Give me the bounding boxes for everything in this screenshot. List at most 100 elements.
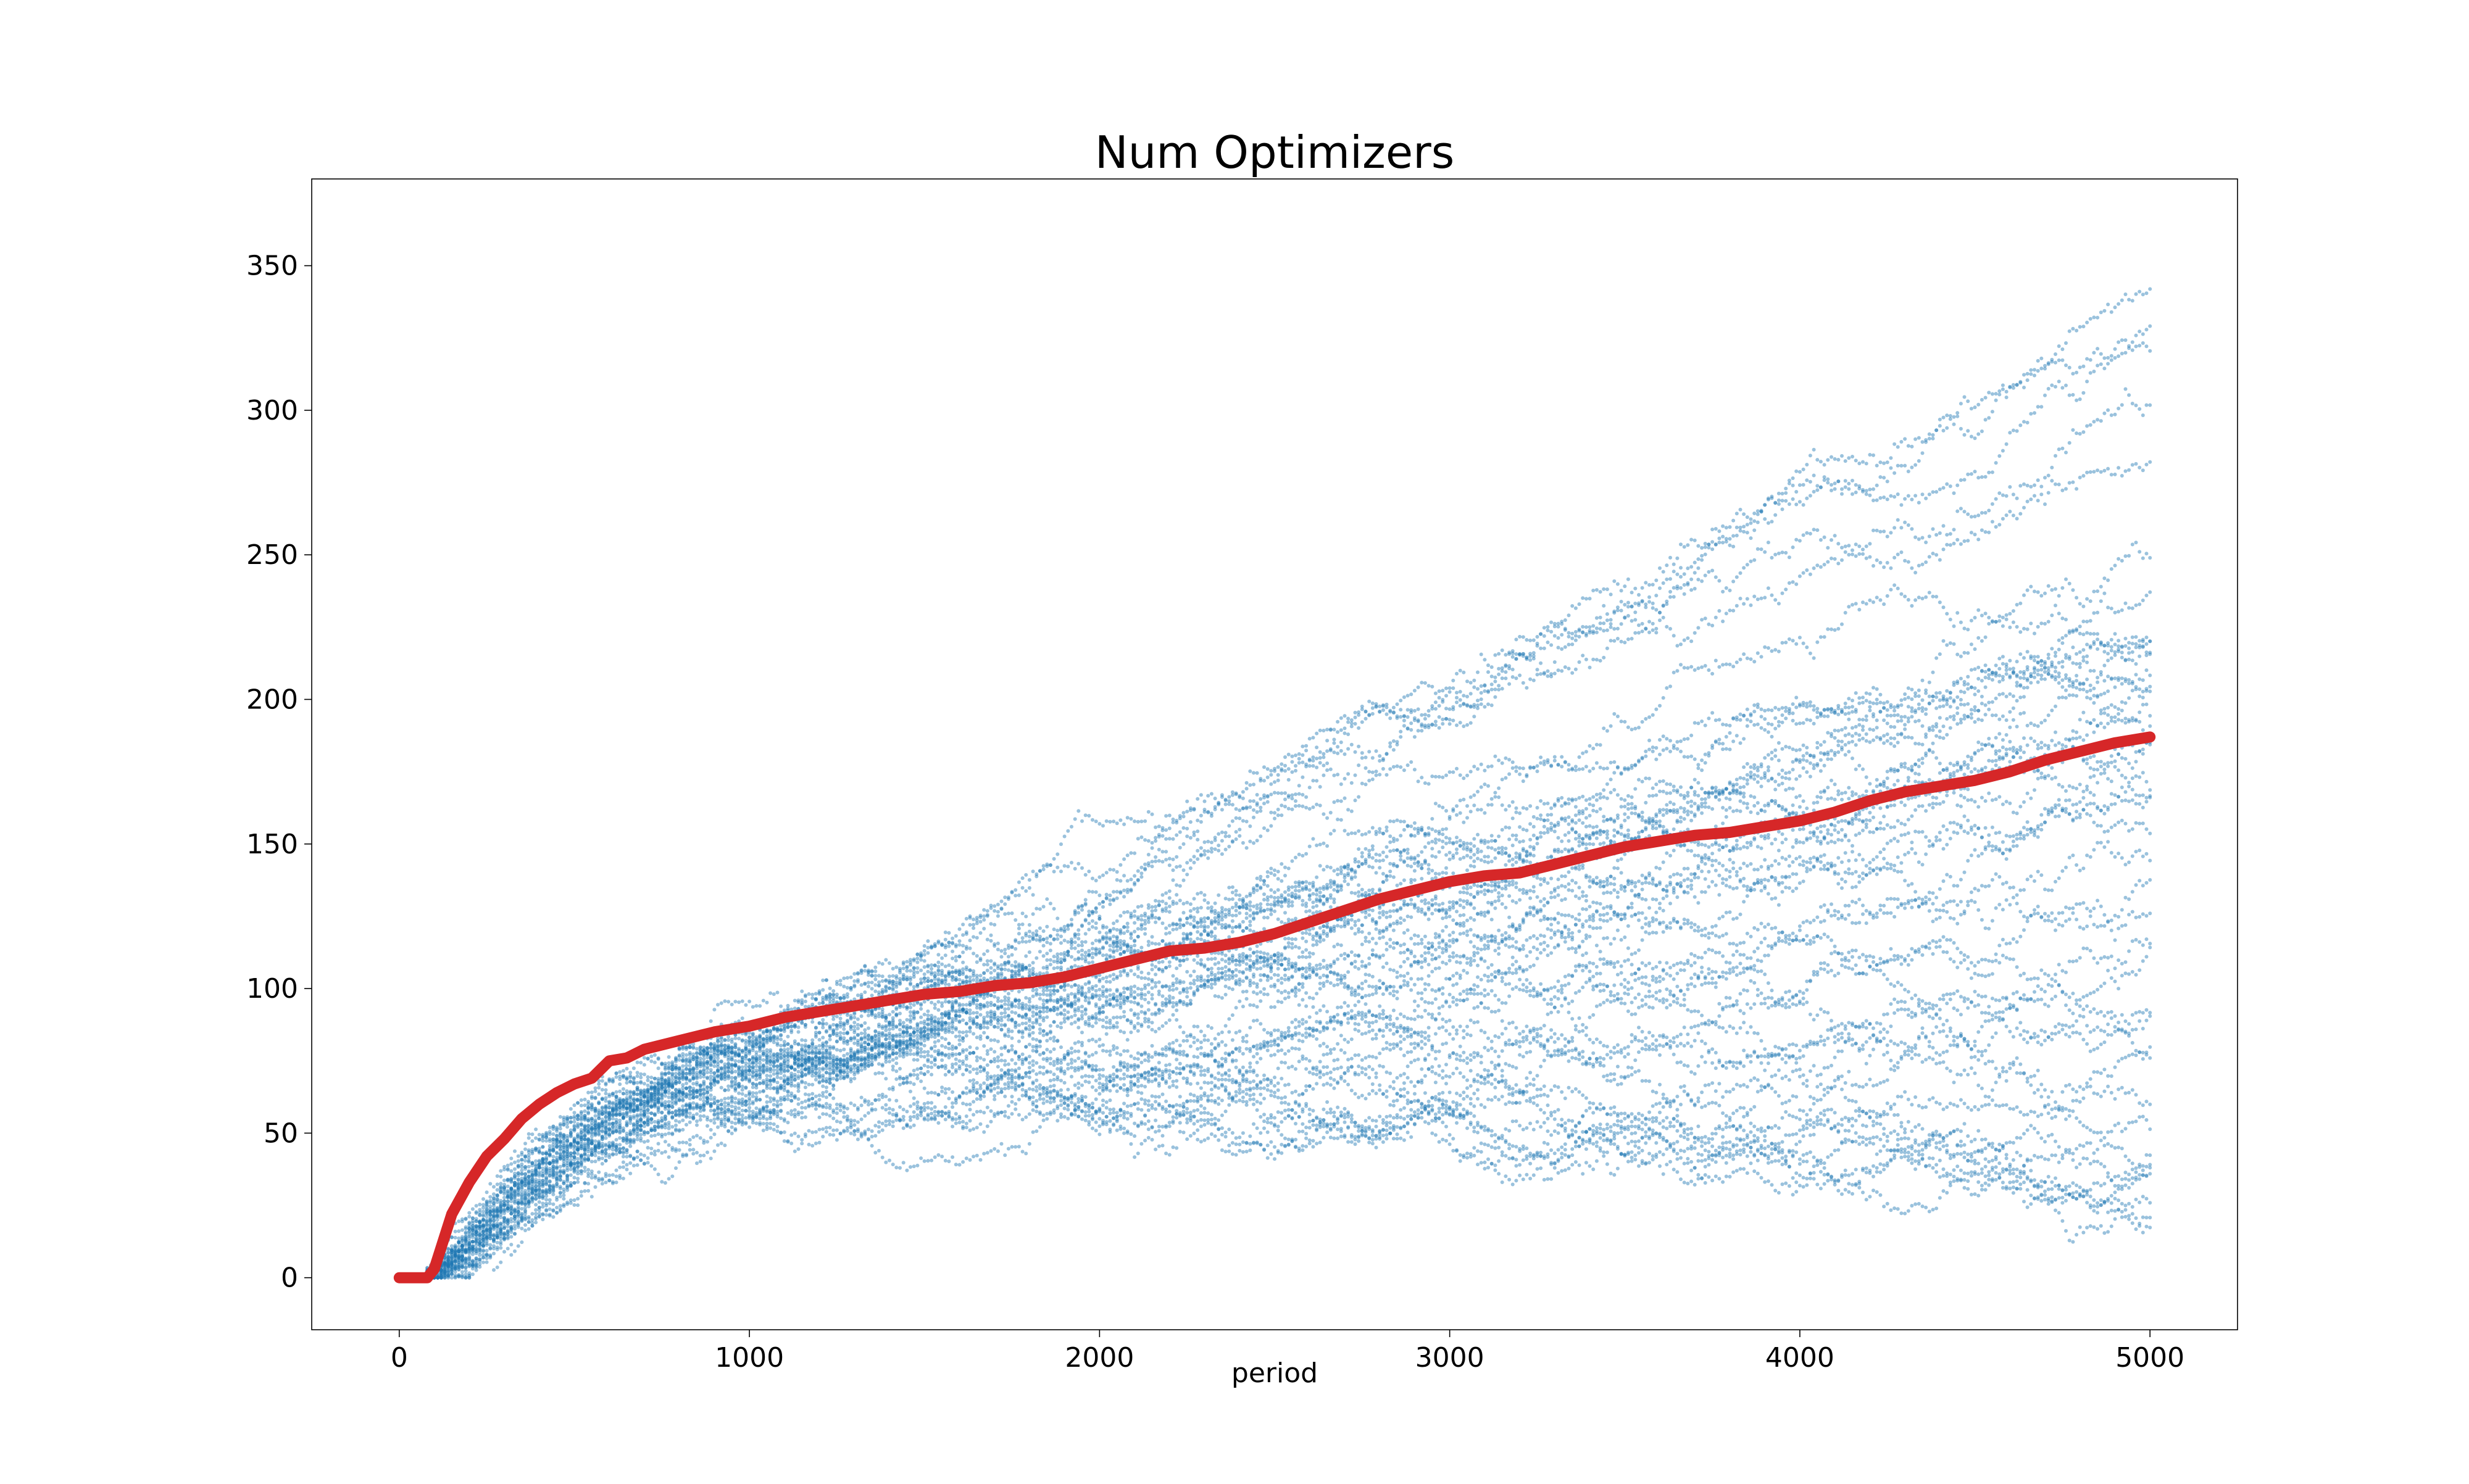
run-point bbox=[2081, 632, 2086, 637]
run-point bbox=[1539, 831, 1543, 835]
run-point bbox=[1035, 929, 1039, 933]
run-point bbox=[1546, 640, 1550, 644]
run-point bbox=[1486, 765, 1490, 769]
run-point bbox=[1349, 781, 1354, 785]
run-point bbox=[464, 1237, 468, 1242]
run-point bbox=[1521, 806, 1525, 810]
run-point bbox=[1546, 802, 1550, 805]
run-point bbox=[1336, 730, 1340, 734]
run-point bbox=[1139, 871, 1144, 876]
run-point bbox=[1728, 543, 1732, 547]
run-point bbox=[1633, 610, 1638, 615]
run-point bbox=[2144, 668, 2149, 673]
run-point bbox=[1510, 655, 1515, 659]
run-point bbox=[936, 939, 941, 943]
run-point bbox=[1847, 697, 1851, 701]
run-point bbox=[2117, 354, 2121, 359]
run-point bbox=[1357, 795, 1361, 799]
run-point bbox=[1476, 832, 1480, 837]
run-point bbox=[1035, 938, 1039, 942]
run-point bbox=[2127, 393, 2131, 397]
run-point bbox=[1703, 616, 1707, 621]
run-point bbox=[1070, 943, 1073, 947]
run-point bbox=[1451, 678, 1455, 682]
run-point bbox=[2085, 357, 2089, 361]
run-point bbox=[1497, 786, 1501, 790]
run-point bbox=[1349, 724, 1354, 729]
run-point bbox=[1552, 758, 1557, 763]
run-point bbox=[1854, 554, 1858, 558]
run-point bbox=[1630, 591, 1634, 595]
run-point bbox=[1080, 924, 1084, 928]
run-point bbox=[1906, 695, 1910, 700]
run-point bbox=[1570, 631, 1575, 636]
run-point bbox=[1213, 838, 1217, 842]
run-point bbox=[1133, 851, 1137, 855]
run-point bbox=[2096, 315, 2100, 320]
run-point bbox=[1899, 715, 1904, 719]
run-point bbox=[723, 1054, 727, 1058]
run-point bbox=[674, 1082, 678, 1086]
run-point bbox=[1896, 518, 1900, 522]
run-point bbox=[685, 1111, 688, 1116]
run-point bbox=[2004, 617, 2009, 621]
run-point bbox=[1644, 581, 1648, 585]
run-point bbox=[2102, 367, 2107, 371]
run-point bbox=[534, 1174, 538, 1178]
run-point bbox=[898, 977, 902, 981]
run-point bbox=[852, 983, 857, 987]
run-point bbox=[1959, 702, 1963, 707]
run-point bbox=[1269, 866, 1273, 871]
run-point bbox=[2022, 676, 2026, 680]
run-point bbox=[1818, 538, 1823, 542]
run-point bbox=[1276, 877, 1280, 881]
run-point bbox=[1724, 611, 1728, 616]
run-point bbox=[523, 1183, 527, 1188]
run-point bbox=[1405, 824, 1410, 829]
run-point bbox=[1826, 481, 1830, 485]
run-point bbox=[915, 960, 920, 964]
run-point bbox=[2046, 362, 2051, 367]
run-point bbox=[1455, 804, 1459, 808]
run-point bbox=[1370, 856, 1375, 860]
run-point bbox=[1840, 739, 1844, 744]
run-point bbox=[1286, 777, 1291, 782]
run-point bbox=[1202, 919, 1207, 924]
run-point bbox=[1104, 819, 1109, 823]
run-point bbox=[1290, 770, 1294, 774]
run-point bbox=[1815, 710, 1820, 715]
run-point bbox=[1955, 706, 1960, 710]
run-point bbox=[1539, 632, 1543, 636]
run-point bbox=[2096, 632, 2100, 636]
run-point bbox=[1591, 657, 1596, 661]
run-point bbox=[1510, 651, 1515, 655]
run-point bbox=[919, 1007, 923, 1011]
run-point bbox=[597, 1143, 601, 1148]
run-point bbox=[1493, 653, 1497, 657]
run-point bbox=[1941, 704, 1946, 708]
run-point bbox=[898, 1011, 902, 1016]
run-point bbox=[1791, 476, 1795, 480]
run-point bbox=[1353, 875, 1357, 879]
run-point bbox=[1325, 749, 1330, 753]
run-point bbox=[842, 984, 846, 989]
run-point bbox=[527, 1199, 531, 1203]
run-point bbox=[1360, 855, 1364, 859]
run-point bbox=[1031, 893, 1035, 897]
run-point bbox=[1441, 827, 1445, 832]
run-point bbox=[1122, 889, 1126, 892]
run-point bbox=[1696, 766, 1701, 770]
run-point bbox=[786, 1034, 790, 1038]
run-point bbox=[1983, 418, 1988, 422]
run-point bbox=[1945, 533, 1949, 537]
run-point bbox=[1749, 719, 1753, 724]
run-point bbox=[1420, 724, 1424, 728]
run-point bbox=[2106, 674, 2110, 679]
run-point bbox=[1581, 794, 1585, 798]
run-point bbox=[1567, 815, 1571, 819]
run-point bbox=[1994, 398, 1998, 402]
run-point bbox=[2138, 407, 2142, 411]
run-point bbox=[1447, 817, 1452, 821]
run-point bbox=[1468, 795, 1473, 799]
run-point bbox=[1430, 854, 1434, 858]
